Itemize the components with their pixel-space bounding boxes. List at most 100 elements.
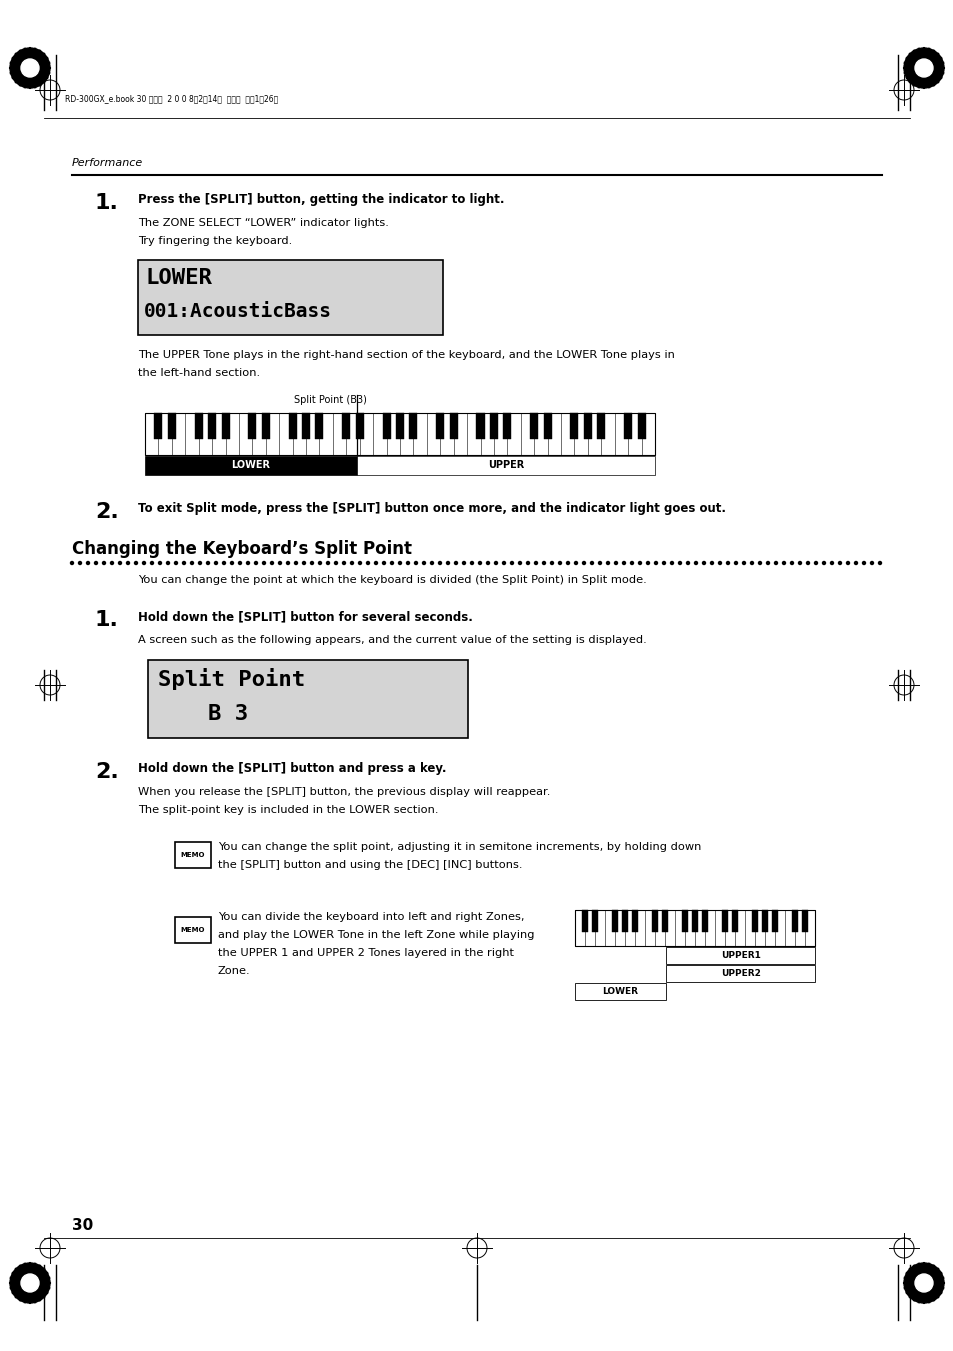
Bar [174,917,211,943]
Circle shape [550,562,553,565]
Bar [751,911,758,932]
Circle shape [134,562,137,565]
Bar [315,413,323,439]
Circle shape [462,562,465,565]
Bar [154,413,162,439]
Circle shape [838,562,841,565]
Circle shape [438,562,441,565]
Circle shape [574,562,577,565]
Bar [612,911,618,932]
Bar [592,911,598,932]
Circle shape [454,562,457,565]
Circle shape [21,59,39,77]
Circle shape [470,562,473,565]
Circle shape [566,562,569,565]
Circle shape [790,562,793,565]
Circle shape [231,562,233,565]
Bar [208,413,216,439]
Circle shape [375,562,377,565]
Circle shape [765,562,769,565]
Text: Changing the Keyboard’s Split Point: Changing the Keyboard’s Split Point [71,540,412,558]
Text: 1.: 1. [95,611,119,630]
Circle shape [630,562,633,565]
Circle shape [726,562,729,565]
Circle shape [542,562,545,565]
Circle shape [422,562,425,565]
Circle shape [510,562,513,565]
Bar [530,413,537,439]
Circle shape [526,562,529,565]
Circle shape [878,562,881,565]
Bar [575,984,665,1000]
Circle shape [398,562,401,565]
Circle shape [781,562,784,565]
Circle shape [518,562,521,565]
Circle shape [238,562,241,565]
Circle shape [390,562,393,565]
Circle shape [750,562,753,565]
Circle shape [111,562,113,565]
Text: Try fingering the keyboard.: Try fingering the keyboard. [138,236,292,246]
Text: 2.: 2. [95,762,118,782]
Bar [436,413,444,439]
Circle shape [903,49,943,88]
Bar [289,413,296,439]
Bar [302,413,310,439]
Circle shape [701,562,705,565]
Circle shape [903,1263,943,1302]
Text: The split-point key is included in the LOWER section.: The split-point key is included in the L… [138,805,438,815]
Circle shape [366,562,369,565]
Bar [665,965,814,982]
Text: The UPPER Tone plays in the right-hand section of the keyboard, and the LOWER To: The UPPER Tone plays in the right-hand s… [138,350,674,359]
Circle shape [310,562,314,565]
Circle shape [302,562,305,565]
Circle shape [182,562,185,565]
Bar [570,413,578,439]
Text: When you release the [SPLIT] button, the previous display will reappear.: When you release the [SPLIT] button, the… [138,788,550,797]
Text: Hold down the [SPLIT] button and press a key.: Hold down the [SPLIT] button and press a… [138,762,446,775]
Circle shape [869,562,873,565]
Circle shape [246,562,250,565]
Circle shape [598,562,601,565]
Text: 1.: 1. [95,193,119,213]
Text: LOWER: LOWER [231,461,270,470]
Circle shape [686,562,689,565]
Circle shape [502,562,505,565]
Bar [194,413,202,439]
Text: To exit Split mode, press the [SPLIT] button once more, and the indicator light : To exit Split mode, press the [SPLIT] bu… [138,503,725,515]
Circle shape [758,562,760,565]
Circle shape [661,562,665,565]
Bar [801,911,807,932]
Circle shape [102,562,106,565]
Circle shape [814,562,817,565]
Bar [651,911,658,932]
Circle shape [21,1274,39,1292]
Circle shape [174,562,177,565]
Text: MEMO: MEMO [180,927,205,934]
Bar [356,457,655,476]
Bar [681,911,687,932]
Text: Press the [SPLIT] button, getting the indicator to light.: Press the [SPLIT] button, getting the in… [138,193,504,205]
Bar [637,413,645,439]
Circle shape [534,562,537,565]
Bar [248,413,256,439]
Bar [665,947,814,965]
Circle shape [821,562,824,565]
Text: LOWER: LOWER [146,267,213,288]
Text: You can change the split point, adjusting it in semitone increments, by holding : You can change the split point, adjustin… [218,842,700,852]
Circle shape [286,562,289,565]
Circle shape [406,562,409,565]
Circle shape [430,562,433,565]
Circle shape [158,562,161,565]
Circle shape [638,562,640,565]
Circle shape [382,562,385,565]
Circle shape [774,562,777,565]
Circle shape [10,49,50,88]
Text: UPPER: UPPER [487,461,523,470]
Text: Split Point (B3): Split Point (B3) [294,394,366,405]
Circle shape [94,562,97,565]
Text: RD-300GX_e.book 30 ページ  2 0 0 8年2月14日  木曜日  午後1時26分: RD-300GX_e.book 30 ページ 2 0 0 8年2月14日 木曜日… [65,95,278,104]
Circle shape [342,562,345,565]
Circle shape [734,562,737,565]
Circle shape [326,562,329,565]
